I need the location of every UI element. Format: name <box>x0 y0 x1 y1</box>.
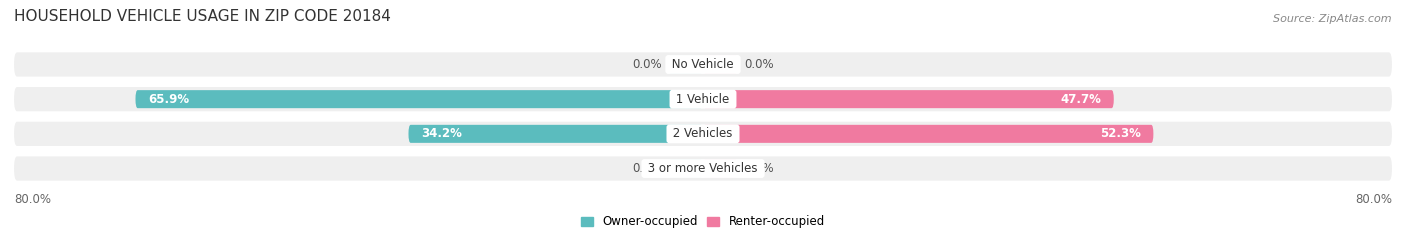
FancyBboxPatch shape <box>703 90 1114 108</box>
FancyBboxPatch shape <box>409 125 703 143</box>
FancyBboxPatch shape <box>14 122 1392 146</box>
Text: 34.2%: 34.2% <box>422 127 463 140</box>
Text: 1 Vehicle: 1 Vehicle <box>672 93 734 106</box>
Text: 80.0%: 80.0% <box>1355 193 1392 206</box>
Text: 0.0%: 0.0% <box>633 162 662 175</box>
Text: 0.0%: 0.0% <box>633 58 662 71</box>
Text: HOUSEHOLD VEHICLE USAGE IN ZIP CODE 20184: HOUSEHOLD VEHICLE USAGE IN ZIP CODE 2018… <box>14 9 391 24</box>
Text: 0.0%: 0.0% <box>744 162 773 175</box>
Text: 3 or more Vehicles: 3 or more Vehicles <box>644 162 762 175</box>
Text: 0.0%: 0.0% <box>744 58 773 71</box>
FancyBboxPatch shape <box>669 160 703 178</box>
Text: Source: ZipAtlas.com: Source: ZipAtlas.com <box>1274 14 1392 24</box>
FancyBboxPatch shape <box>669 55 703 73</box>
Text: 2 Vehicles: 2 Vehicles <box>669 127 737 140</box>
Text: 80.0%: 80.0% <box>14 193 51 206</box>
FancyBboxPatch shape <box>703 160 738 178</box>
FancyBboxPatch shape <box>14 52 1392 77</box>
FancyBboxPatch shape <box>14 156 1392 181</box>
Text: 47.7%: 47.7% <box>1060 93 1101 106</box>
FancyBboxPatch shape <box>14 87 1392 111</box>
Text: 52.3%: 52.3% <box>1099 127 1140 140</box>
FancyBboxPatch shape <box>703 55 738 73</box>
Text: 65.9%: 65.9% <box>149 93 190 106</box>
FancyBboxPatch shape <box>135 90 703 108</box>
Text: No Vehicle: No Vehicle <box>668 58 738 71</box>
FancyBboxPatch shape <box>703 125 1153 143</box>
Legend: Owner-occupied, Renter-occupied: Owner-occupied, Renter-occupied <box>576 210 830 233</box>
